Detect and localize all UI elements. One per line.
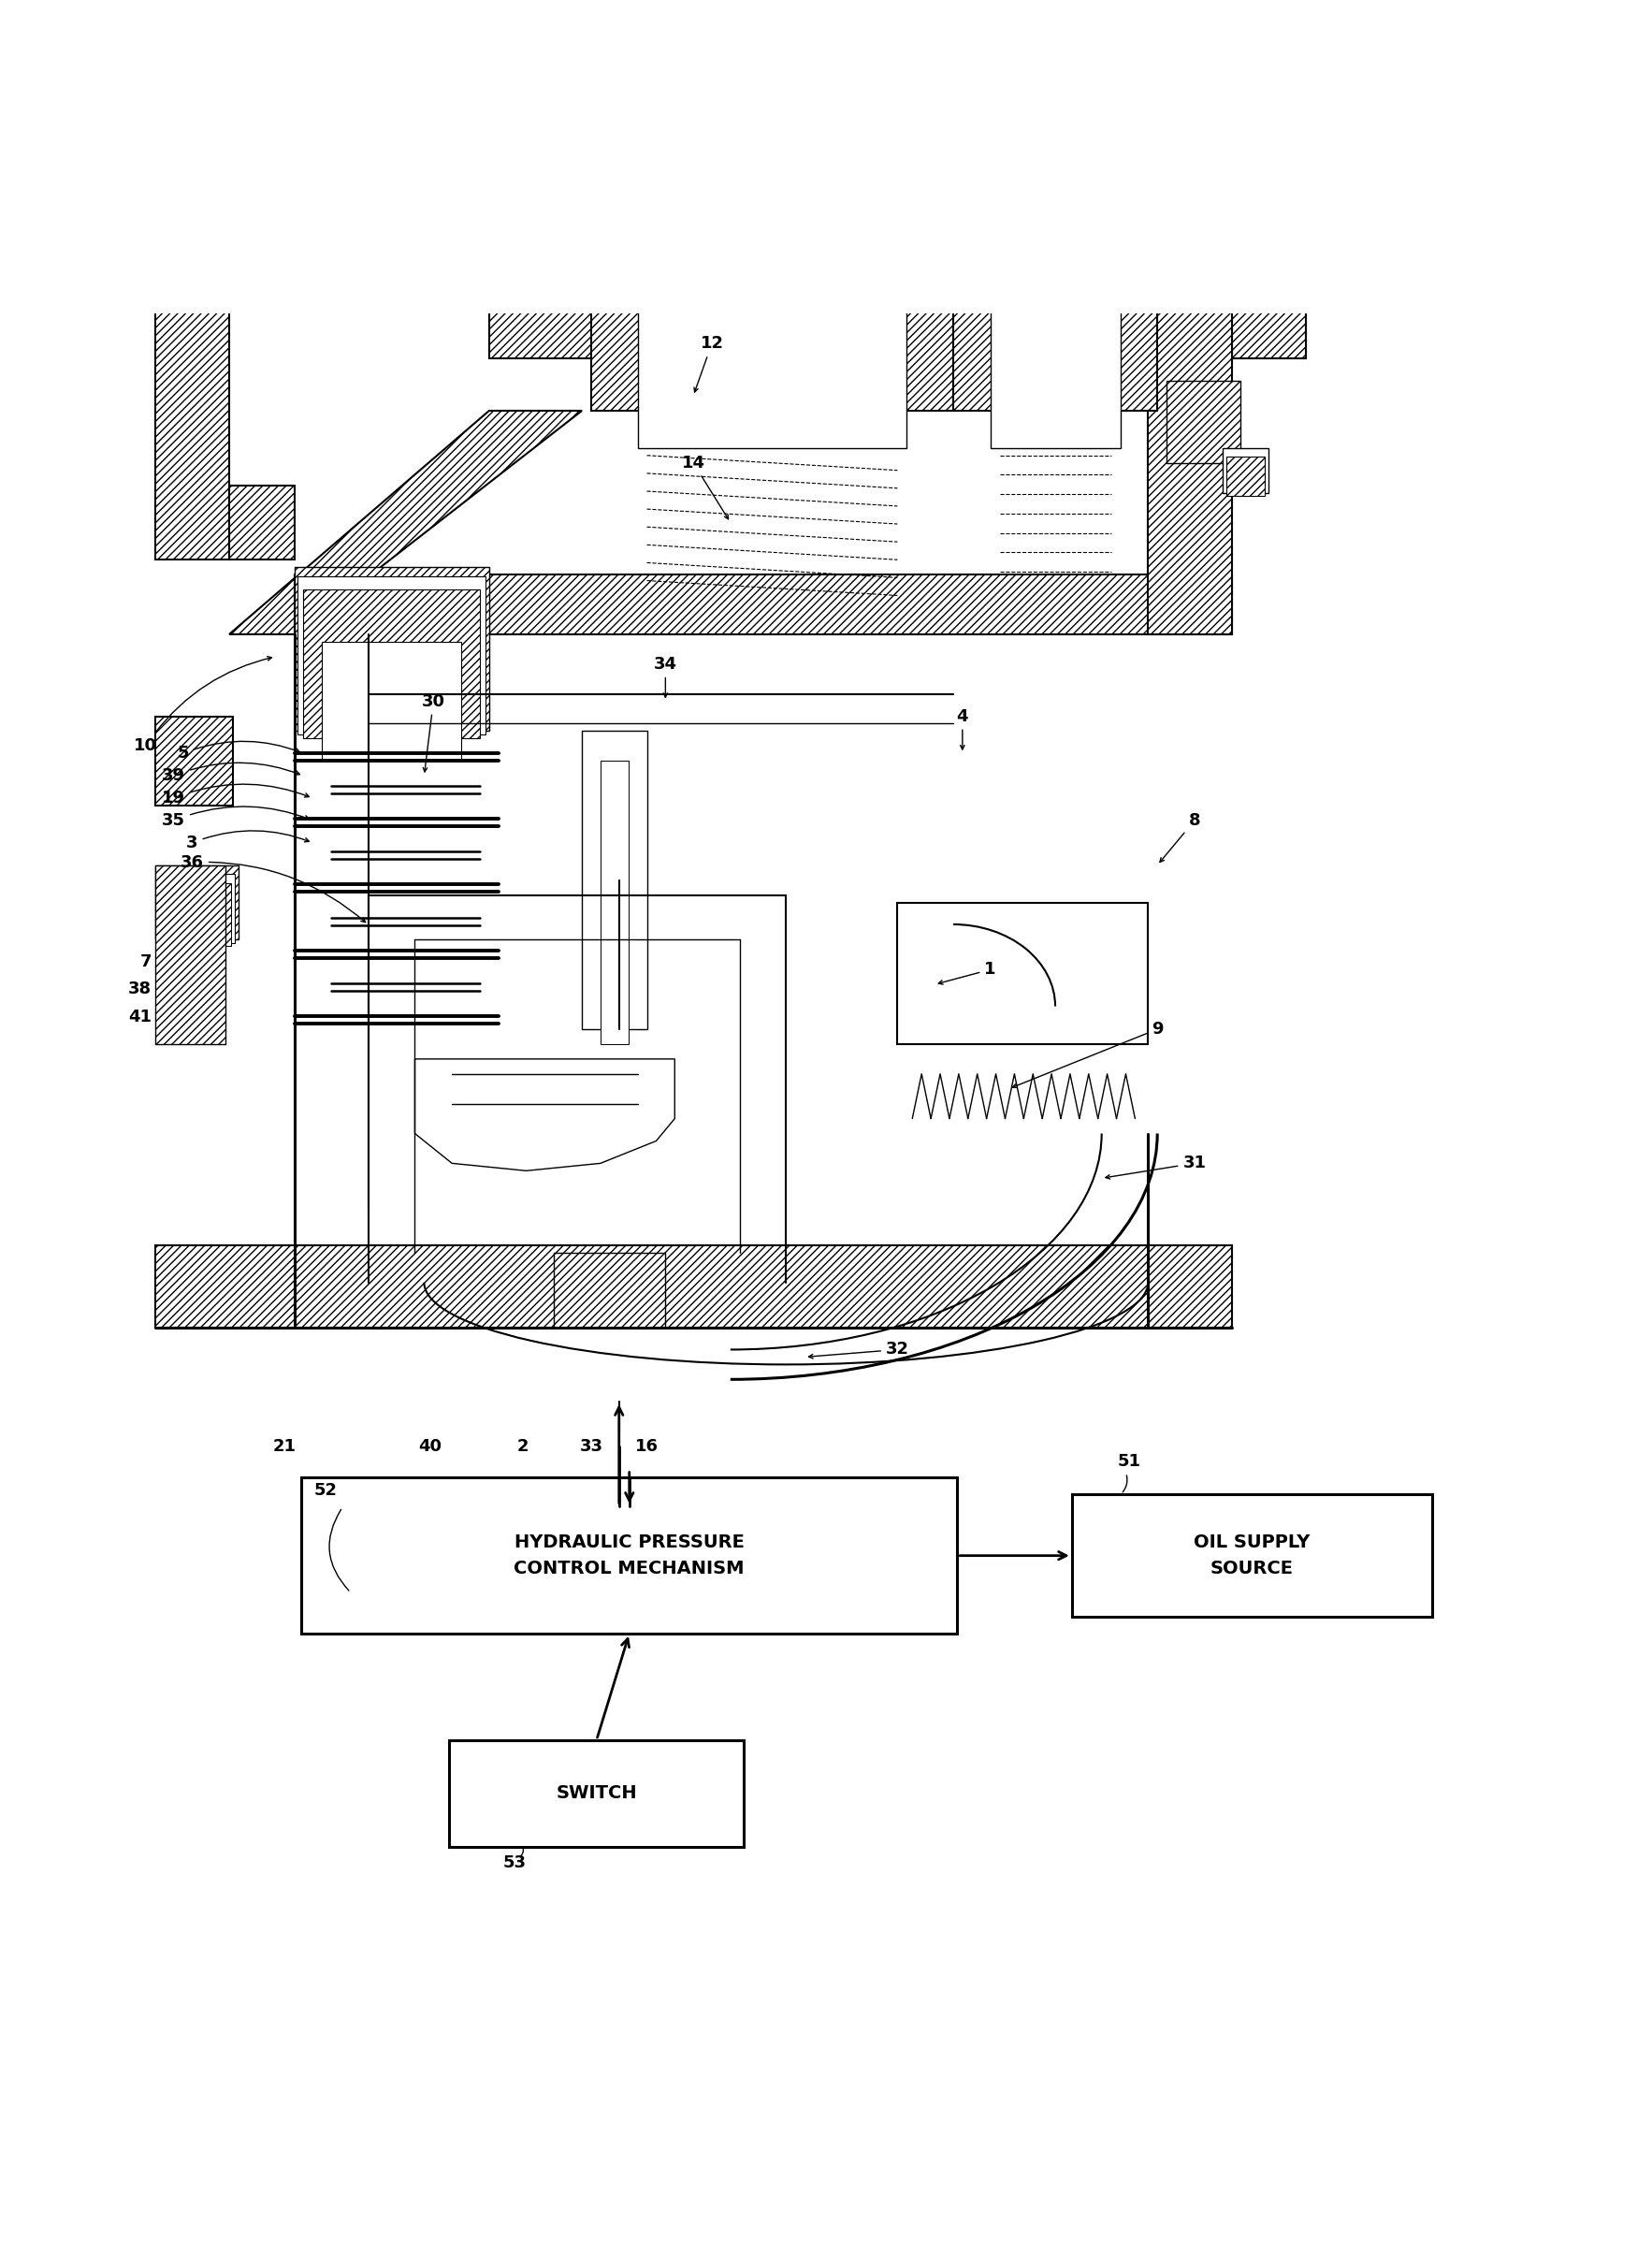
- Bar: [155, 866, 226, 1045]
- Bar: [1148, 52, 1232, 635]
- Text: 1: 1: [938, 961, 996, 984]
- Bar: [155, 716, 233, 805]
- Bar: [162, 884, 231, 945]
- Bar: [1072, 1494, 1432, 1616]
- Text: 32: 32: [809, 1342, 909, 1358]
- Text: 21: 21: [273, 1437, 297, 1455]
- Text: HYDRAULIC PRESSURE
CONTROL MECHANISM: HYDRAULIC PRESSURE CONTROL MECHANISM: [514, 1535, 745, 1578]
- Text: 53: 53: [502, 1854, 527, 1873]
- Bar: [1166, 381, 1241, 462]
- Text: OIL SUPPLY
SOURCE: OIL SUPPLY SOURCE: [1194, 1535, 1310, 1578]
- Bar: [489, 306, 1305, 358]
- Bar: [897, 902, 1148, 1045]
- Bar: [159, 875, 235, 943]
- Bar: [990, 299, 1120, 449]
- Bar: [1226, 458, 1265, 496]
- Polygon shape: [415, 1059, 674, 1170]
- Bar: [1232, 0, 1305, 358]
- Text: 14: 14: [682, 453, 729, 519]
- Text: 30: 30: [421, 694, 444, 771]
- Text: 40: 40: [418, 1437, 441, 1455]
- Text: 12: 12: [694, 336, 724, 392]
- Text: SWITCH: SWITCH: [557, 1784, 638, 1802]
- Bar: [304, 589, 479, 739]
- Bar: [600, 762, 628, 1045]
- Text: 5: 5: [177, 741, 299, 762]
- Bar: [553, 1254, 666, 1326]
- Text: 16: 16: [634, 1437, 659, 1455]
- Text: 51: 51: [1117, 1453, 1142, 1469]
- Bar: [294, 567, 489, 732]
- Text: 8: 8: [1160, 812, 1201, 861]
- Bar: [302, 1478, 957, 1635]
- Text: 34: 34: [654, 655, 677, 698]
- Bar: [155, 224, 230, 560]
- Text: 4: 4: [957, 707, 968, 750]
- Bar: [322, 642, 461, 762]
- Text: 52: 52: [314, 1483, 337, 1498]
- Text: 31: 31: [1105, 1154, 1206, 1179]
- Text: 35: 35: [162, 807, 309, 830]
- Bar: [638, 292, 907, 449]
- Bar: [155, 866, 238, 941]
- Text: 19: 19: [162, 784, 309, 807]
- Text: 38: 38: [129, 982, 152, 997]
- Text: 2: 2: [517, 1437, 529, 1455]
- Bar: [294, 574, 1232, 635]
- Bar: [449, 1741, 743, 1848]
- Bar: [953, 179, 1158, 410]
- Text: 10: 10: [134, 657, 271, 755]
- Polygon shape: [230, 410, 582, 635]
- Text: 9: 9: [1013, 1020, 1163, 1088]
- Bar: [582, 732, 648, 1029]
- Bar: [155, 1245, 1232, 1326]
- Text: 7: 7: [140, 954, 152, 970]
- Text: 41: 41: [129, 1009, 152, 1025]
- Bar: [1222, 449, 1269, 492]
- Bar: [230, 485, 294, 560]
- Text: 33: 33: [580, 1437, 603, 1455]
- Bar: [591, 179, 953, 410]
- Text: 36: 36: [180, 855, 365, 923]
- Text: 3: 3: [187, 830, 309, 852]
- Bar: [297, 576, 486, 735]
- Text: 39: 39: [162, 762, 299, 784]
